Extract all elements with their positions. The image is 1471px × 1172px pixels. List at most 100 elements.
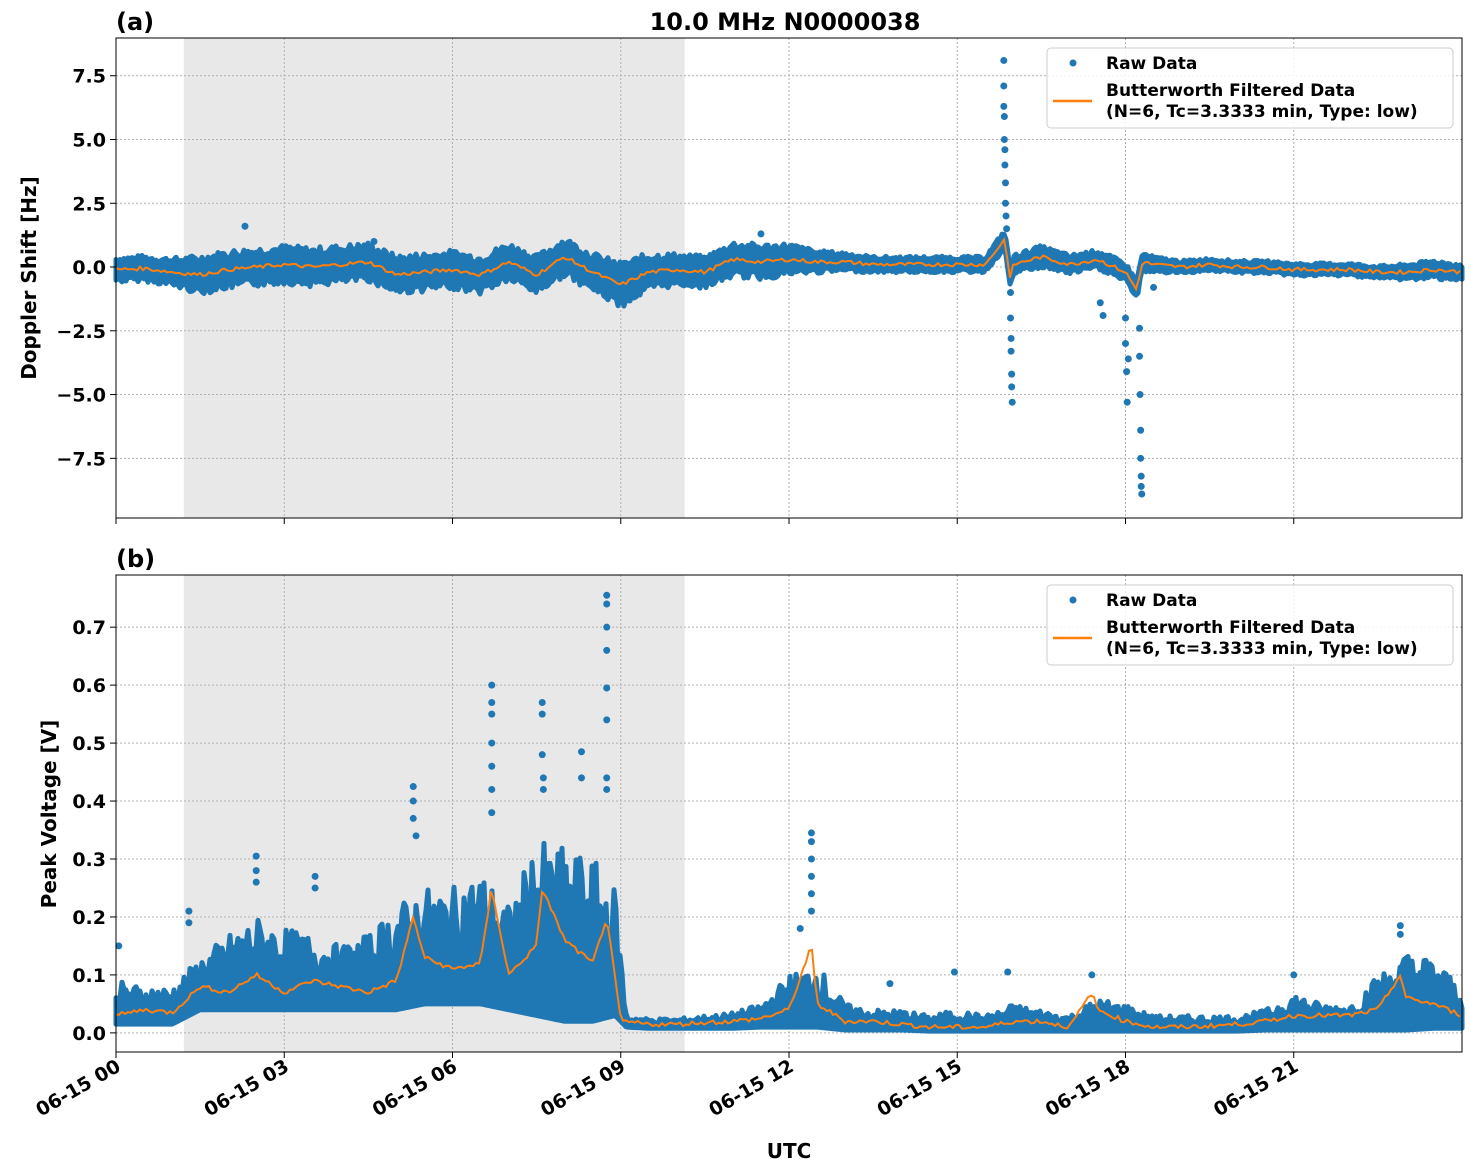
raw-data-point: [1001, 146, 1009, 154]
y-tick-label: 0.5: [72, 733, 106, 755]
raw-data-point: [1003, 225, 1011, 233]
raw-data-point: [1000, 113, 1008, 121]
raw-data-point: [577, 748, 585, 756]
y-tick-label: 0.4: [72, 791, 106, 813]
x-tick-label: 06-15 03: [200, 1055, 292, 1121]
x-axis-label: UTC: [767, 1139, 812, 1163]
raw-data-point: [488, 681, 496, 689]
raw-data-point: [1122, 340, 1129, 348]
raw-data-point: [185, 907, 193, 915]
raw-data-point: [603, 774, 611, 782]
raw-data-point: [538, 710, 546, 718]
legend-label-filtered: Butterworth Filtered Data: [1106, 618, 1355, 638]
raw-data-point: [1123, 398, 1131, 406]
raw-data-point: [1096, 299, 1104, 307]
raw-data-point: [1138, 490, 1146, 498]
raw-data-point: [603, 684, 611, 692]
raw-data-point: [1007, 289, 1015, 297]
raw-data-point: [412, 832, 420, 840]
raw-data-point: [807, 890, 815, 898]
raw-data-point: [950, 968, 958, 976]
raw-data-point: [796, 925, 804, 933]
raw-data-point: [1137, 472, 1145, 480]
legend-label-filtered: Butterworth Filtered Data: [1106, 81, 1355, 101]
raw-data-point: [757, 230, 765, 238]
raw-data-point: [1000, 56, 1008, 64]
legend-label-raw: Raw Data: [1106, 591, 1197, 611]
raw-data-point: [185, 919, 193, 927]
raw-data-point: [1137, 426, 1145, 434]
raw-data-point: [1396, 922, 1404, 930]
raw-data-point: [115, 942, 123, 950]
raw-data-point: [1008, 370, 1016, 378]
y-tick-label: −5.0: [56, 385, 106, 407]
raw-data-point: [603, 785, 611, 793]
raw-data-point: [603, 646, 611, 654]
raw-data-point: [1001, 199, 1009, 207]
raw-data-point: [1136, 391, 1144, 399]
panel-b-label: (b): [116, 545, 155, 573]
panel-a-label: (a): [116, 8, 154, 36]
raw-data-point: [577, 774, 585, 782]
x-tick-label: 06-15 09: [537, 1055, 629, 1121]
raw-data-point: [488, 699, 496, 707]
x-tick-label: 06-15 00: [32, 1055, 124, 1121]
y-tick-label: 0.0: [72, 257, 106, 279]
raw-data-point: [1290, 971, 1298, 979]
raw-data-point: [1008, 398, 1016, 406]
y-tick-label: 0.1: [72, 965, 106, 987]
legend-box: [1046, 47, 1454, 129]
raw-data-point: [538, 751, 546, 759]
x-tick-label: 06-15 21: [1210, 1055, 1302, 1121]
legend-b: Raw Data Butterworth Filtered Data (N=6,…: [1046, 584, 1454, 666]
y-tick-label: −7.5: [56, 448, 106, 470]
raw-data-point: [252, 867, 260, 875]
raw-data-point: [311, 884, 319, 892]
chart-title: 10.0 MHz N0000038: [650, 8, 921, 36]
raw-data-point: [409, 814, 417, 822]
legend-label-filter-params: (N=6, Tc=3.3333 min, Type: low): [1106, 102, 1418, 122]
x-tick-label: 06-15 06: [369, 1055, 461, 1121]
raw-data-point: [603, 591, 611, 599]
raw-data-point: [807, 907, 815, 915]
raw-data-point: [1124, 355, 1132, 363]
raw-data-point: [1396, 930, 1404, 938]
y-tick-label: 0.3: [72, 849, 106, 871]
raw-data-point: [1007, 314, 1015, 322]
raw-data-point: [1137, 482, 1145, 490]
raw-data-point: [488, 762, 496, 770]
y-tick-label: 7.5: [72, 66, 106, 88]
panel-a-doppler: 7.5 5.0 2.5 0.0 −2.5 −5.0 −7.5: [56, 37, 1465, 524]
filtered-data-line: [115, 889, 1461, 1030]
y-axis-label-b: Peak Voltage [V]: [37, 720, 61, 909]
raw-data-point: [1001, 161, 1009, 169]
legend-label-filter-params: (N=6, Tc=3.3333 min, Type: low): [1106, 639, 1418, 659]
raw-data-point: [488, 739, 496, 747]
raw-data-point: [1002, 212, 1010, 220]
raw-data-point: [603, 623, 611, 631]
y-tick-label: 5.0: [72, 130, 106, 152]
y-axis-label-a: Doppler Shift [Hz]: [17, 176, 41, 380]
x-tick-label: 06-15 12: [705, 1055, 797, 1121]
y-tick-label: 0.2: [72, 907, 106, 929]
raw-data-point: [1004, 968, 1012, 976]
raw-data-point: [370, 238, 378, 246]
y-tick-label: 0.0: [72, 1023, 106, 1045]
legend-a: Raw Data Butterworth Filtered Data (N=6,…: [1046, 47, 1454, 129]
raw-data-point: [488, 710, 496, 718]
raw-data-point: [1001, 179, 1009, 187]
raw-data-point: [311, 872, 319, 880]
raw-data-point: [1000, 82, 1008, 90]
y-tick-label: 0.6: [72, 675, 106, 697]
raw-data-point: [1007, 334, 1015, 342]
x-tick-label: 06-15 15: [873, 1055, 965, 1121]
raw-data-point: [241, 222, 249, 230]
raw-data-point: [1136, 352, 1144, 360]
y-tick-label: −2.5: [56, 321, 106, 343]
raw-data-point: [409, 797, 417, 805]
raw-data-point: [409, 783, 417, 791]
y-tick-label: 0.7: [72, 617, 106, 639]
raw-data-point: [1007, 347, 1015, 355]
raw-data-point: [1008, 383, 1016, 391]
